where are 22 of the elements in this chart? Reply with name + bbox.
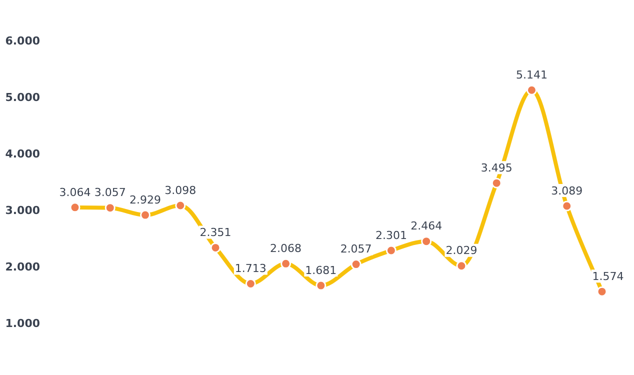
y-tick-label: 5.000 [5,90,40,104]
data-label: 3.098 [164,184,196,197]
data-label: 5.141 [516,68,548,82]
data-label: 3.089 [551,184,583,198]
data-label: 3.495 [480,161,512,174]
y-tick-label: 2.000 [5,260,40,274]
data-label: 1.574 [592,270,624,283]
data-label: 2.929 [130,193,162,206]
y-tick-label: 6.000 [5,34,40,48]
data-label: 2.301 [375,228,407,242]
data-label: 1.681 [305,264,337,277]
y-tick-label: 4.000 [5,147,40,160]
data-label: 2.057 [340,242,372,256]
data-label: 2.351 [200,226,232,240]
y-tick-label: 3.000 [5,204,40,217]
data-label: 2.029 [446,244,478,258]
data-label: 3.057 [94,186,126,200]
data-label: 2.464 [410,220,442,233]
data-label: 3.064 [59,186,91,199]
data-label: 2.068 [270,242,302,256]
y-tick-label: 1.000 [5,316,40,330]
data-label: 1.713 [234,262,266,276]
